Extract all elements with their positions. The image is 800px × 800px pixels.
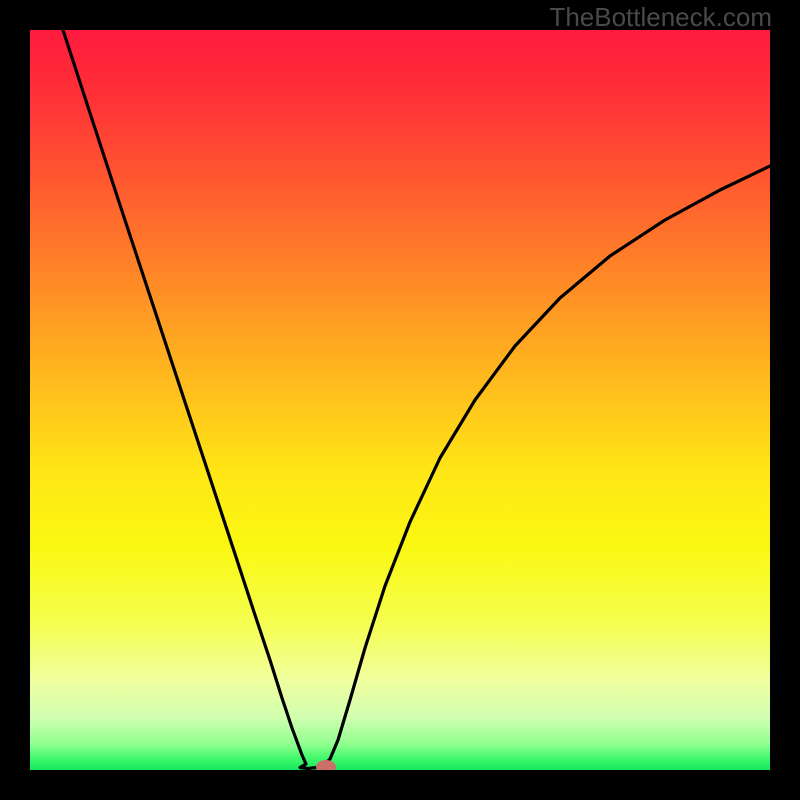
chart-frame xyxy=(0,0,800,800)
chart-container: TheBottleneck.com xyxy=(0,0,800,800)
watermark-text: TheBottleneck.com xyxy=(549,2,772,33)
